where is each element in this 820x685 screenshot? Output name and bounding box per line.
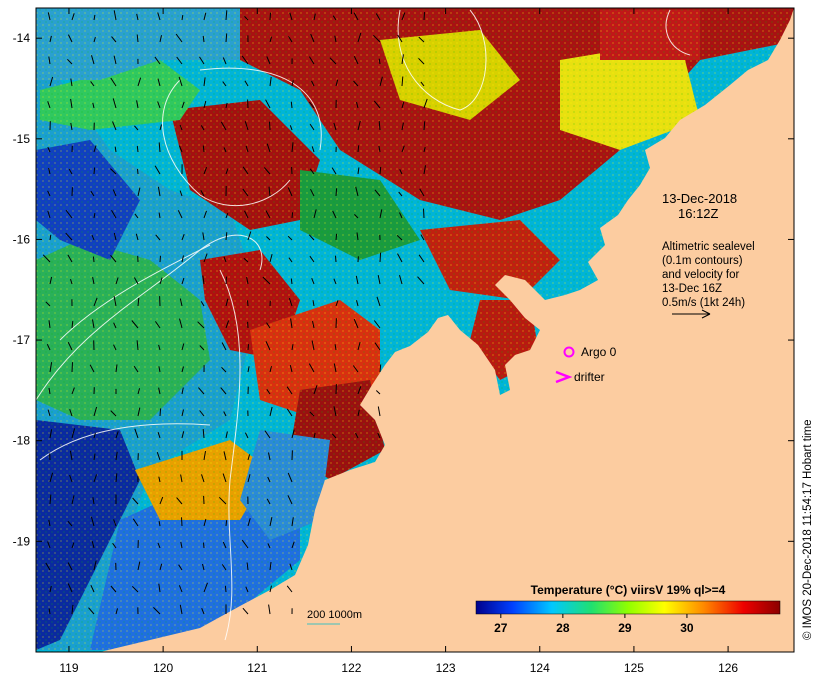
colorbar-tick-label: 29 [618,621,632,635]
x-tick-label: 119 [59,661,78,675]
velocity-arrow [94,168,95,175]
date-label: 13-Dec-2018 [662,191,737,206]
velocity-arrow [380,365,381,373]
colorbar-title: Temperature (°C) viirsV 19% ql>=4 [531,583,726,597]
velocity-arrow [248,300,249,306]
x-tick-label: 125 [624,661,644,675]
y-tick-label: -17 [13,333,31,347]
velocity-arrow [248,344,249,350]
y-tick-label: -18 [13,434,31,448]
velocity-arrow [424,209,425,218]
velocity-arrow [225,586,226,592]
x-tick-label: 124 [530,661,550,675]
y-tick-label: -19 [13,534,31,548]
velocity-arrow [380,253,381,262]
y-tick-label: -16 [13,232,31,246]
argo-label: Argo 0 [581,345,617,359]
x-tick-label: 123 [436,661,456,675]
colorbar-tick-label: 27 [494,621,508,635]
velocity-arrow [93,257,94,263]
velocity-arrow [380,167,381,174]
velocity-arrow [182,517,183,526]
velocity-arrow [137,146,138,152]
velocity-arrow [203,146,204,152]
velocity-arrow [160,408,161,416]
y-tick-label: -14 [13,31,31,45]
velocity-arrow [336,188,337,196]
velocity-arrow [336,256,337,262]
velocity-arrow [160,256,161,262]
y-tick-label: -15 [13,132,31,146]
depth-scale-label: 200 1000m [307,609,362,621]
velocity-arrow [226,520,227,526]
velocity-arrow [358,145,359,152]
velocity-arrow [204,543,205,548]
colorbar-tick-label: 28 [556,621,570,635]
velocity-arrow [138,169,139,174]
imos-credit: © IMOS 20-Dec-2018 11:54:17 Hobart time [802,420,814,640]
velocity-arrow [336,234,337,240]
colorbar-tick-label: 30 [680,621,694,635]
x-tick-label: 126 [718,661,738,675]
altimetry-line-3: and velocity for [662,269,740,281]
velocity-arrow [270,13,271,20]
altimetry-line-5: 0.5m/s (1kt 24h) [662,297,745,309]
colorbar-gradient [476,601,780,614]
velocity-arrow [226,33,227,42]
x-tick-label: 122 [341,661,361,675]
x-tick-label: 121 [247,661,267,675]
velocity-arrow [291,102,292,108]
velocity-arrow [270,122,271,130]
altimetry-line-2: (0.1m contours) [662,255,743,267]
time-label: 16:12Z [678,206,719,221]
sst-plot-area [36,8,800,652]
altimetry-line-4: 13-Dec 16Z [662,283,722,295]
velocity-arrow [424,12,425,20]
velocity-arrow [72,362,73,372]
velocity-arrow [424,121,425,130]
altimetry-line-1: Altimetric sealevel [662,241,755,253]
drifter-label: drifter [574,370,605,384]
x-tick-label: 120 [153,661,173,675]
velocity-arrow [291,279,292,285]
velocity-arrow [226,277,227,284]
velocity-arrow [292,212,293,218]
